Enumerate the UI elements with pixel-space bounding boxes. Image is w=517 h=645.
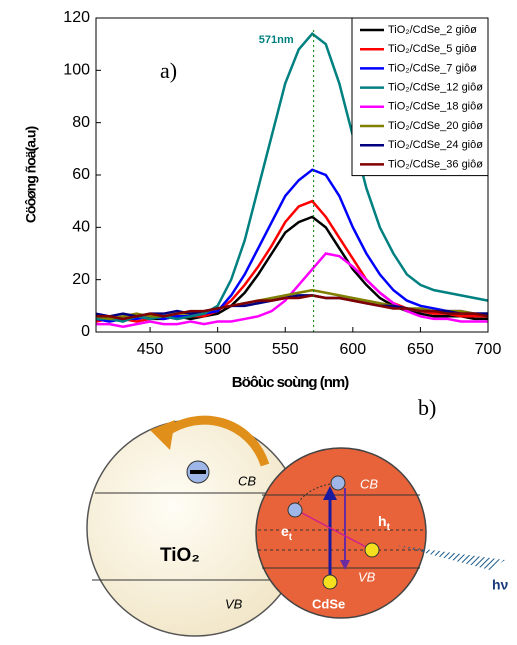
vb-label: VB: [358, 569, 376, 584]
sub: t: [289, 532, 293, 543]
electron: [330, 475, 346, 491]
series-line: [95, 168, 488, 323]
vb-label: VB: [225, 596, 243, 611]
arrowhead: [323, 486, 337, 500]
series-line: [96, 252, 488, 329]
hole-trap-label: ht: [378, 513, 391, 533]
arrowhead: [340, 560, 350, 570]
y-tick-label: 100: [63, 62, 90, 79]
series-line: [95, 199, 488, 323]
light-label: hν: [492, 577, 509, 593]
y-tick-label: 60: [72, 166, 90, 183]
h: h: [378, 513, 387, 529]
panel-label: a): [160, 58, 177, 83]
legend-label: TiO₂/CdSe_20 giôø: [388, 120, 483, 132]
legend-label: TiO₂/CdSe_2 giôø: [388, 24, 477, 36]
legend-label: TiO₂/CdSe_36 giôø: [388, 158, 483, 170]
sub: t: [387, 522, 391, 533]
cb-label: CB: [360, 476, 378, 491]
legend-label: TiO₂/CdSe_18 giôø: [388, 101, 483, 113]
series-line: [95, 215, 488, 323]
annotation: 571nm: [259, 34, 294, 46]
x-tick-label: 600: [339, 341, 366, 358]
x-tick-label: 450: [137, 341, 164, 358]
light-beam: [395, 545, 505, 570]
y-tick-label: 80: [72, 114, 90, 131]
arrowhead: [150, 420, 175, 450]
y-tick-label: 0: [81, 323, 90, 340]
recombination: [299, 511, 369, 549]
y-axis-label: Cöôøng ñoä(a.u): [23, 127, 39, 224]
electron-trap-label: et: [281, 523, 293, 543]
x-tick-label: 650: [407, 341, 434, 358]
x-tick-label: 550: [272, 341, 299, 358]
panel-label: b): [418, 395, 436, 420]
chart: 0 20 40 60 80 100 120 450 500 550 600 650 700 571nm Ti…: [63, 9, 501, 358]
legend-label: TiO₂/CdSe_5 giôø: [388, 43, 477, 55]
legend-label: TiO₂/CdSe_7 giôø: [388, 62, 477, 74]
minus: [190, 470, 206, 474]
y-tick-label: 20: [72, 271, 90, 288]
tio2-label: TiO₂: [160, 545, 200, 566]
legend-label: TiO₂/CdSe_12 giôø: [388, 82, 483, 94]
transfer-arrow: [162, 415, 270, 467]
legend: [351, 17, 489, 177]
x-tick-label: 500: [204, 341, 231, 358]
x-axis-label: Böôùc soùng (nm): [232, 374, 349, 391]
y-tick-label: 40: [72, 219, 90, 236]
e: e: [281, 523, 289, 539]
series-line: [96, 294, 489, 321]
y-tick-label: 120: [63, 9, 90, 26]
hole: [322, 574, 338, 590]
cdse-label: CdSe: [312, 596, 345, 611]
x-tick-label: 700: [475, 341, 502, 358]
legend-label: TiO₂/CdSe_24 giôø: [388, 139, 483, 151]
hole: [364, 542, 380, 558]
electron: [287, 502, 303, 518]
diagram: b) CB VB TiO₂ CB VB CdSe et ht hν: [86, 395, 509, 637]
cb-label: CB: [238, 473, 256, 488]
